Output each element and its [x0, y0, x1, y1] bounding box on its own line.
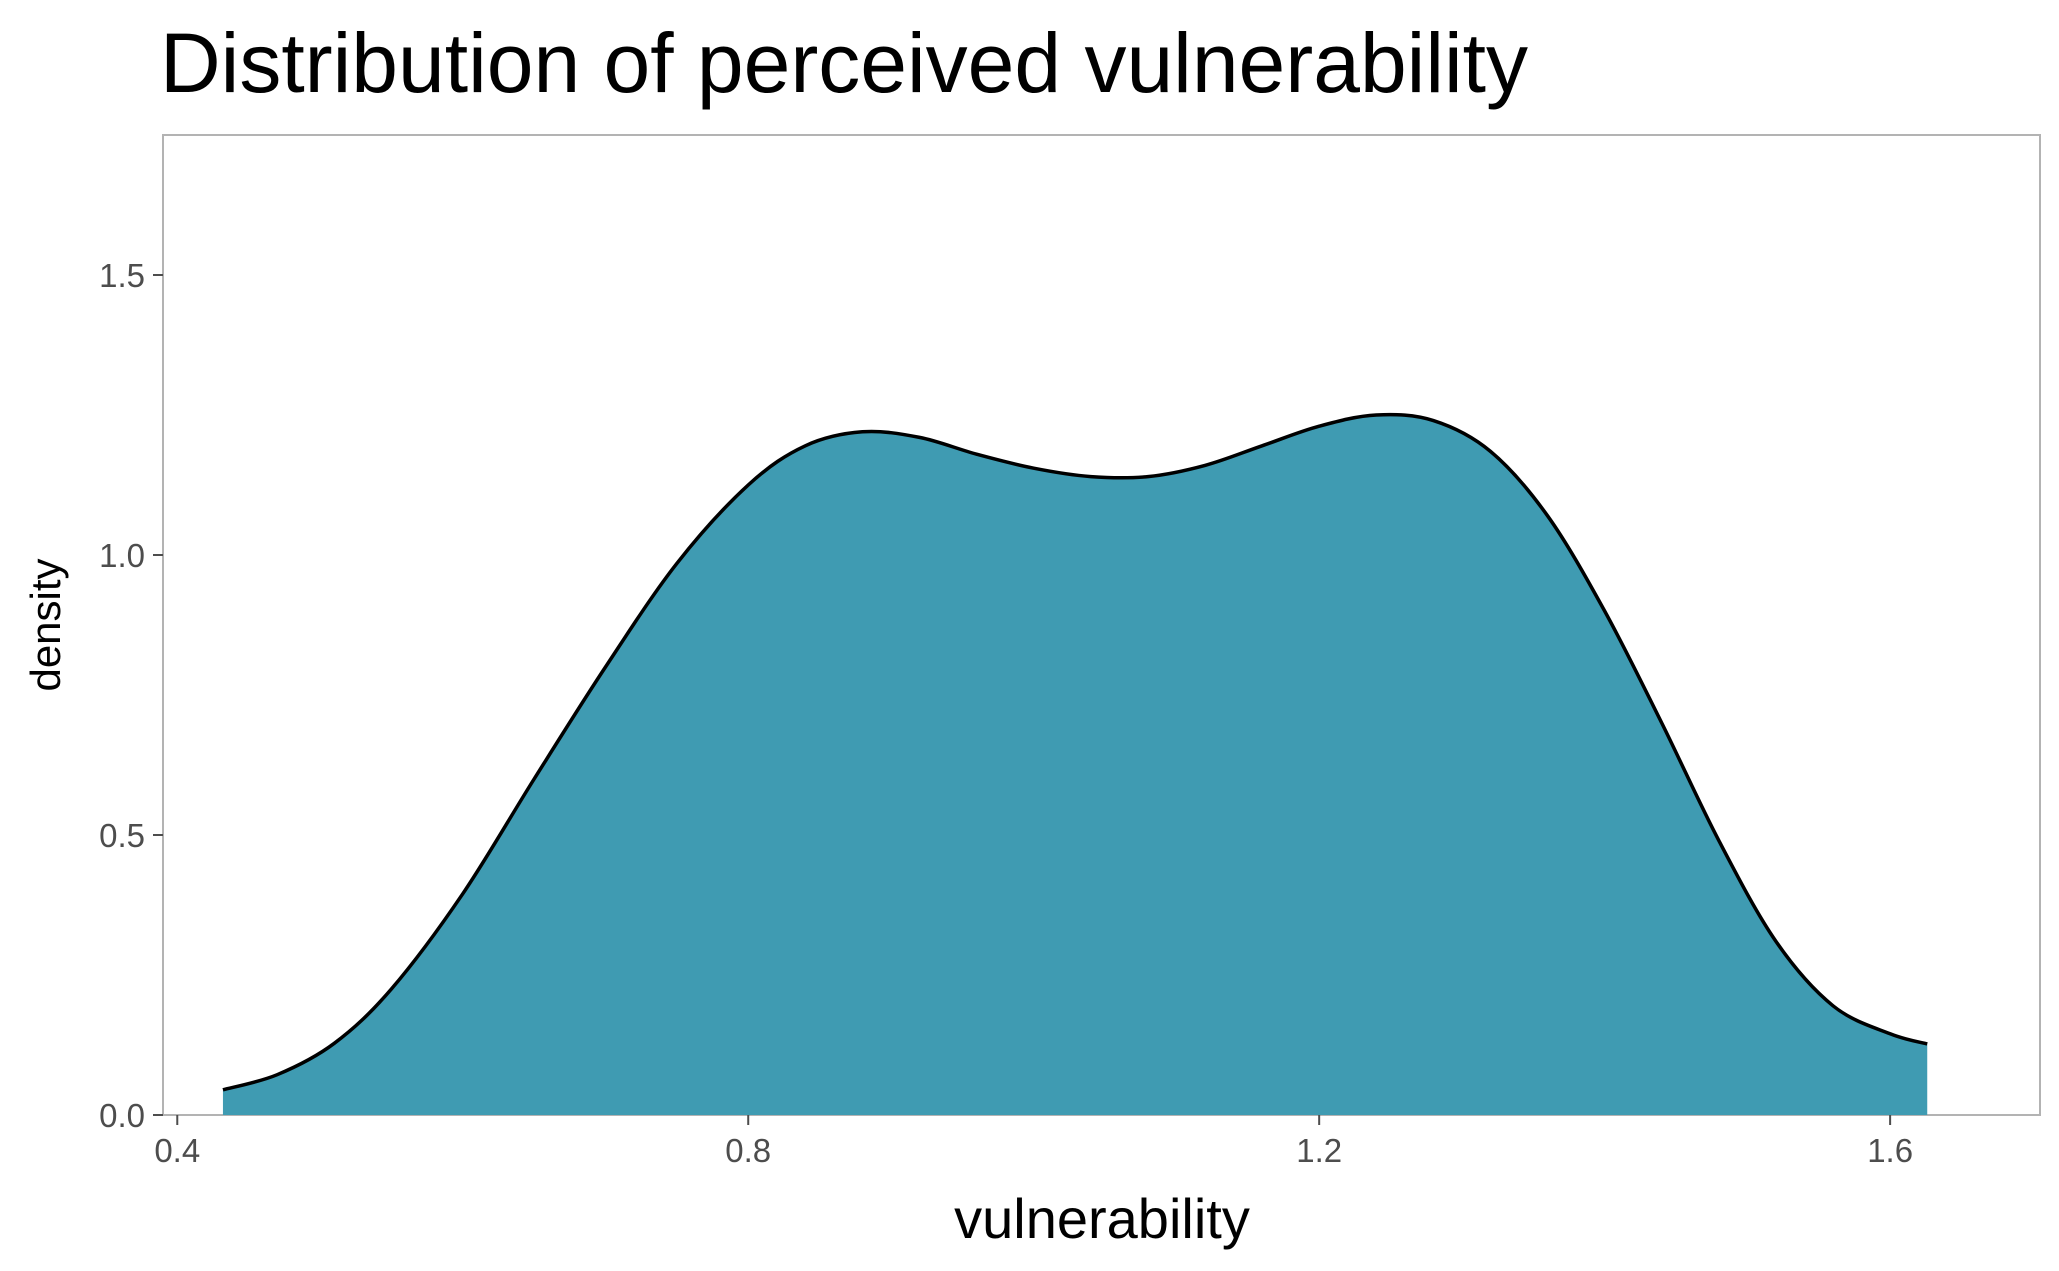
y-tick-label: 0.5: [99, 817, 145, 854]
x-axis: 0.4 0.8 1.2 1.6: [154, 1115, 1913, 1169]
chart-title: Distribution of perceived vulnerability: [160, 16, 1528, 110]
x-tick-label: 0.4: [154, 1132, 200, 1169]
y-tick-label: 0.0: [99, 1097, 145, 1134]
y-axis-title: density: [22, 558, 69, 691]
density-area: [222, 414, 1928, 1116]
density-line: [222, 412, 1928, 1092]
x-tick-label: 1.6: [1867, 1132, 1913, 1169]
x-tick-label: 1.2: [1296, 1132, 1342, 1169]
y-tick-label: 1.5: [99, 257, 145, 294]
y-tick-label: 1.0: [99, 537, 145, 574]
y-axis: 0.0 0.5 1.0 1.5: [99, 257, 163, 1134]
x-tick-label: 0.8: [725, 1132, 771, 1169]
plot-area: [162, 134, 2041, 1116]
x-axis-title: vulnerability: [954, 1187, 1250, 1250]
